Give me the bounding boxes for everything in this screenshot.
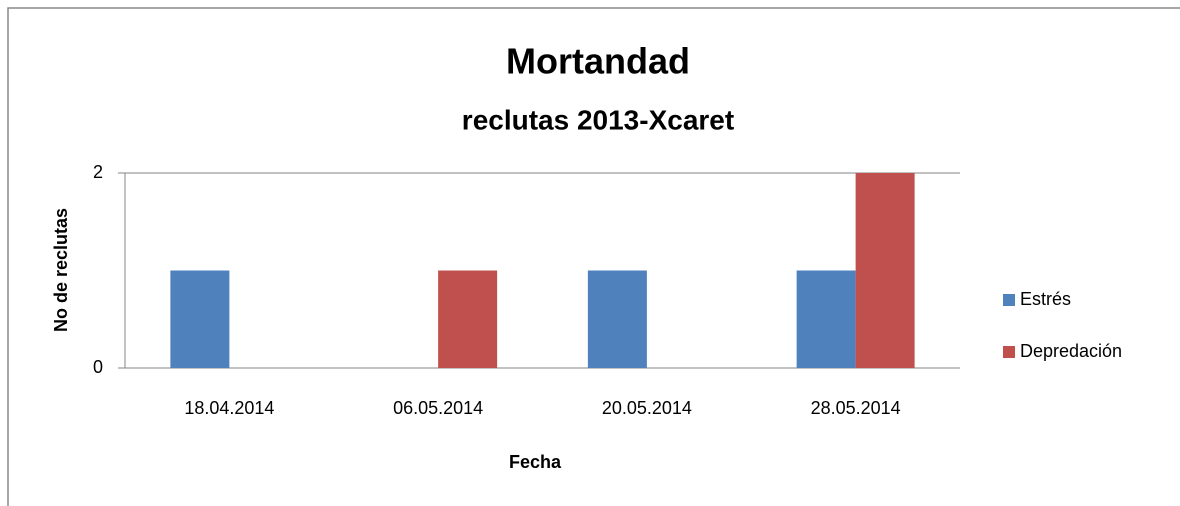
legend-swatch <box>1003 294 1015 306</box>
x-tick-label: 06.05.2014 <box>393 398 483 418</box>
bar <box>170 270 230 368</box>
legend-label: Depredación <box>1020 341 1122 361</box>
legend-label: Estrés <box>1020 289 1071 309</box>
chart-title: Mortandad <box>506 41 690 82</box>
x-tick-label: 28.05.2014 <box>811 398 901 418</box>
y-tick-label: 2 <box>93 162 103 182</box>
chart-border <box>7 7 1180 506</box>
bar <box>438 270 498 368</box>
y-tick-label: 0 <box>93 357 103 377</box>
y-axis-label: No de reclutas <box>51 208 71 332</box>
x-tick-label: 20.05.2014 <box>602 398 692 418</box>
bar <box>796 270 856 368</box>
chart-subtitle: reclutas 2013-Xcaret <box>462 104 734 135</box>
legend-swatch <box>1003 346 1015 358</box>
x-axis-label: Fecha <box>509 452 562 472</box>
bar <box>587 270 647 368</box>
bar <box>855 173 915 368</box>
x-tick-label: 18.04.2014 <box>184 398 274 418</box>
